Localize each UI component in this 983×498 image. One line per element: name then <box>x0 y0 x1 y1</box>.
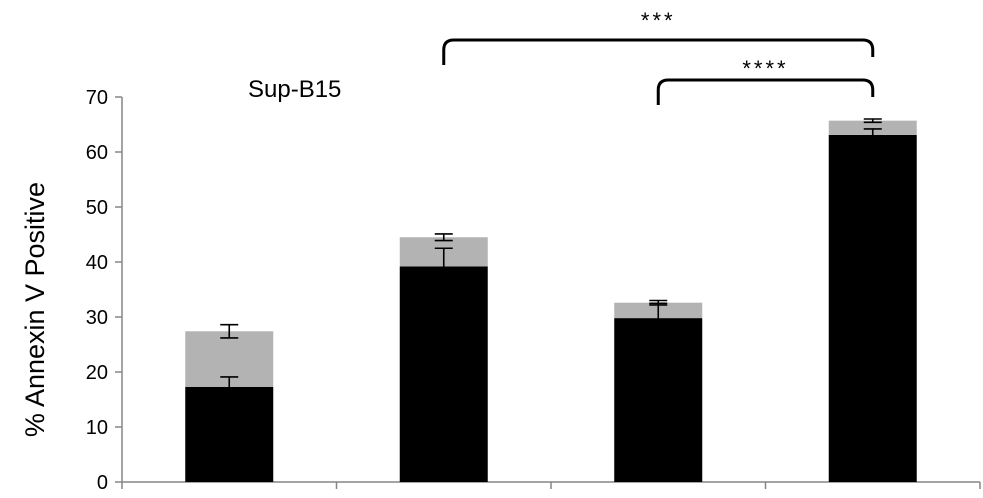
y-tick-label: 20 <box>86 362 108 384</box>
bar-series1-cat3 <box>614 318 703 482</box>
y-tick-label: 10 <box>86 417 108 439</box>
significance-label: **** <box>742 56 788 81</box>
chart-title: Sup-B15 <box>248 76 341 103</box>
y-tick-label: 50 <box>86 197 108 219</box>
bar-series2-cat4 <box>828 120 917 135</box>
y-tick-label: 30 <box>86 307 108 329</box>
significance-bracket <box>656 78 875 105</box>
y-axis-title: % Annexin V Positive <box>20 182 50 437</box>
bar-series1-cat1 <box>185 386 274 482</box>
y-tick-label: 40 <box>86 252 108 274</box>
bar-series1-cat2 <box>399 266 488 482</box>
y-tick-label: 60 <box>86 142 108 164</box>
significance-bracket <box>442 38 875 65</box>
y-tick-label: 70 <box>86 87 108 109</box>
significance-label: *** <box>641 8 676 33</box>
y-tick-label: 0 <box>97 472 108 494</box>
bar-series1-cat4 <box>828 134 917 482</box>
